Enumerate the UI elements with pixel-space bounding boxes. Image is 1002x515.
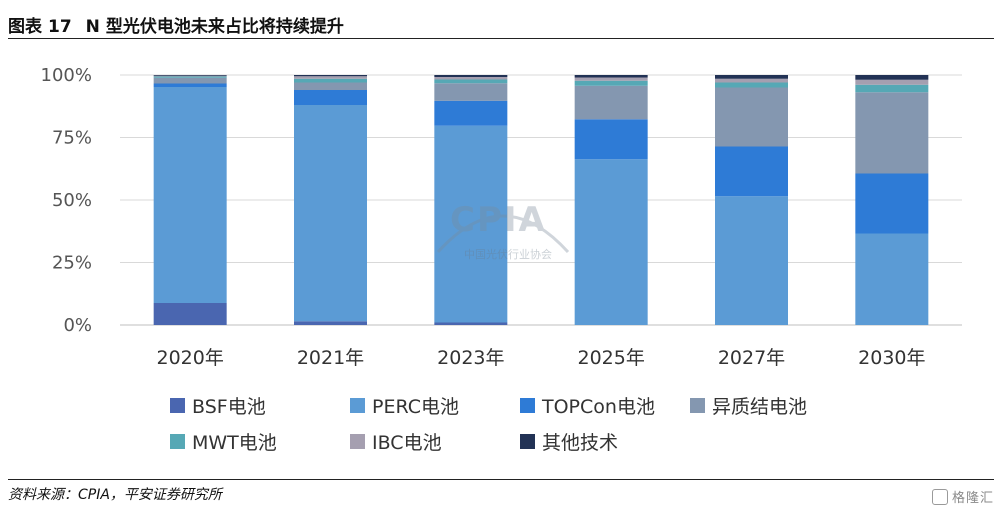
legend-swatch [350, 397, 365, 413]
bar-segment [715, 146, 788, 197]
bar-segment [574, 77, 648, 81]
x-category-label: 2021年 [297, 347, 364, 369]
bar-segment [294, 105, 367, 322]
x-category-label: 2027年 [718, 347, 785, 369]
legend-swatch [520, 397, 535, 413]
y-tick-label: 0% [63, 315, 92, 336]
legend-item: IBC电池 [350, 428, 520, 455]
bar-segment [715, 82, 788, 88]
x-category-label: 2020年 [156, 347, 223, 369]
corner-watermark: 格隆汇 [931, 487, 994, 506]
x-category-label: 2025年 [577, 347, 644, 369]
bar-segment [153, 76, 227, 78]
bar-segment [294, 75, 367, 77]
legend-item: TOPCon电池 [520, 392, 690, 419]
bar-segment [434, 100, 508, 126]
figure-heading: N 型光伏电池未来占比将持续提升 [85, 17, 344, 37]
bar-segment [574, 80, 648, 86]
figure-title: 图表 17 N 型光伏电池未来占比将持续提升 [8, 12, 344, 37]
chart-legend: BSF电池 PERC电池 TOPCon电池 异质结电池 MWT电池 IBC电池 其他技术 [170, 387, 870, 459]
bar-segment [434, 79, 508, 84]
bar-segment [294, 78, 367, 83]
bar-segment [153, 77, 227, 84]
stacked-bar-chart: 0% 25% 50% 75% 100% 2020年 2021年 2023年 2025年 2027… [41, 65, 962, 369]
legend-item: PERC电池 [350, 392, 520, 419]
bar-segment [715, 78, 788, 83]
legend-item: 异质结电池 [690, 392, 870, 419]
y-tick-label: 25% [52, 253, 92, 274]
bar-segment [574, 75, 648, 78]
legend-row: MWT电池 IBC电池 其他技术 [170, 423, 870, 459]
bar-segment [294, 321, 367, 325]
bar-segment [153, 75, 227, 76]
legend-item: BSF电池 [170, 392, 350, 419]
x-category-label: 2030年 [858, 347, 925, 369]
gelonghui-logo-icon [931, 488, 948, 505]
bar-segment [855, 173, 929, 234]
legend-swatch [170, 397, 185, 413]
y-axis-ticks: 0% 25% 50% 75% 100% [41, 65, 92, 336]
bar-segment [574, 159, 648, 325]
bars [153, 75, 929, 325]
top-rule [8, 38, 994, 39]
y-tick-label: 75% [52, 128, 92, 149]
bar-segment [855, 79, 929, 85]
legend-swatch [170, 433, 185, 449]
bar-segment [715, 87, 788, 147]
legend-item: 其他技术 [520, 428, 690, 455]
bar-segment [574, 85, 648, 120]
legend-row: BSF电池 PERC电池 TOPCon电池 异质结电池 [170, 387, 870, 423]
bar-segment [434, 75, 508, 77]
bar-segment [153, 83, 227, 87]
figure-number: 17 [48, 17, 72, 37]
bar-segment [855, 75, 929, 80]
source-note: 资料来源：CPIA，平安证券研究所 [8, 487, 222, 503]
bar-segment [434, 83, 508, 101]
bar-segment [715, 75, 788, 79]
bar-segment [153, 303, 227, 325]
legend-label: 其他技术 [542, 431, 619, 454]
corner-watermark-text: 格隆汇 [951, 491, 994, 506]
legend-label: IBC电池 [372, 431, 442, 454]
bar-segment [855, 233, 929, 325]
bar-segment [434, 77, 508, 80]
bar-segment [574, 119, 648, 160]
bar-segment [855, 84, 929, 93]
x-category-label: 2023年 [437, 347, 504, 369]
bar-segment [855, 92, 929, 174]
legend-swatch [520, 433, 535, 449]
y-tick-label: 100% [41, 65, 92, 86]
bar-segment [294, 76, 367, 79]
x-axis-categories: 2020年 2021年 2023年 2025年 2027年 2030年 [156, 347, 925, 369]
figure-label: 图表 [8, 17, 42, 37]
bar-segment [153, 87, 227, 303]
legend-label: PERC电池 [372, 395, 459, 418]
bar-segment [294, 90, 367, 105]
bar-segment [153, 75, 227, 77]
bar-segment [715, 196, 788, 325]
bottom-rule [8, 479, 994, 480]
legend-swatch [350, 433, 365, 449]
grid-lines [120, 74, 962, 326]
bar-segment [434, 322, 508, 325]
legend-item: MWT电池 [170, 428, 350, 455]
bar-segment [434, 125, 508, 323]
legend-swatch [690, 397, 705, 413]
legend-label: MWT电池 [192, 431, 277, 454]
legend-label: 异质结电池 [712, 395, 808, 418]
legend-label: BSF电池 [192, 395, 266, 418]
legend-label: TOPCon电池 [542, 395, 655, 418]
y-tick-label: 50% [52, 190, 92, 211]
bar-segment [294, 82, 367, 90]
